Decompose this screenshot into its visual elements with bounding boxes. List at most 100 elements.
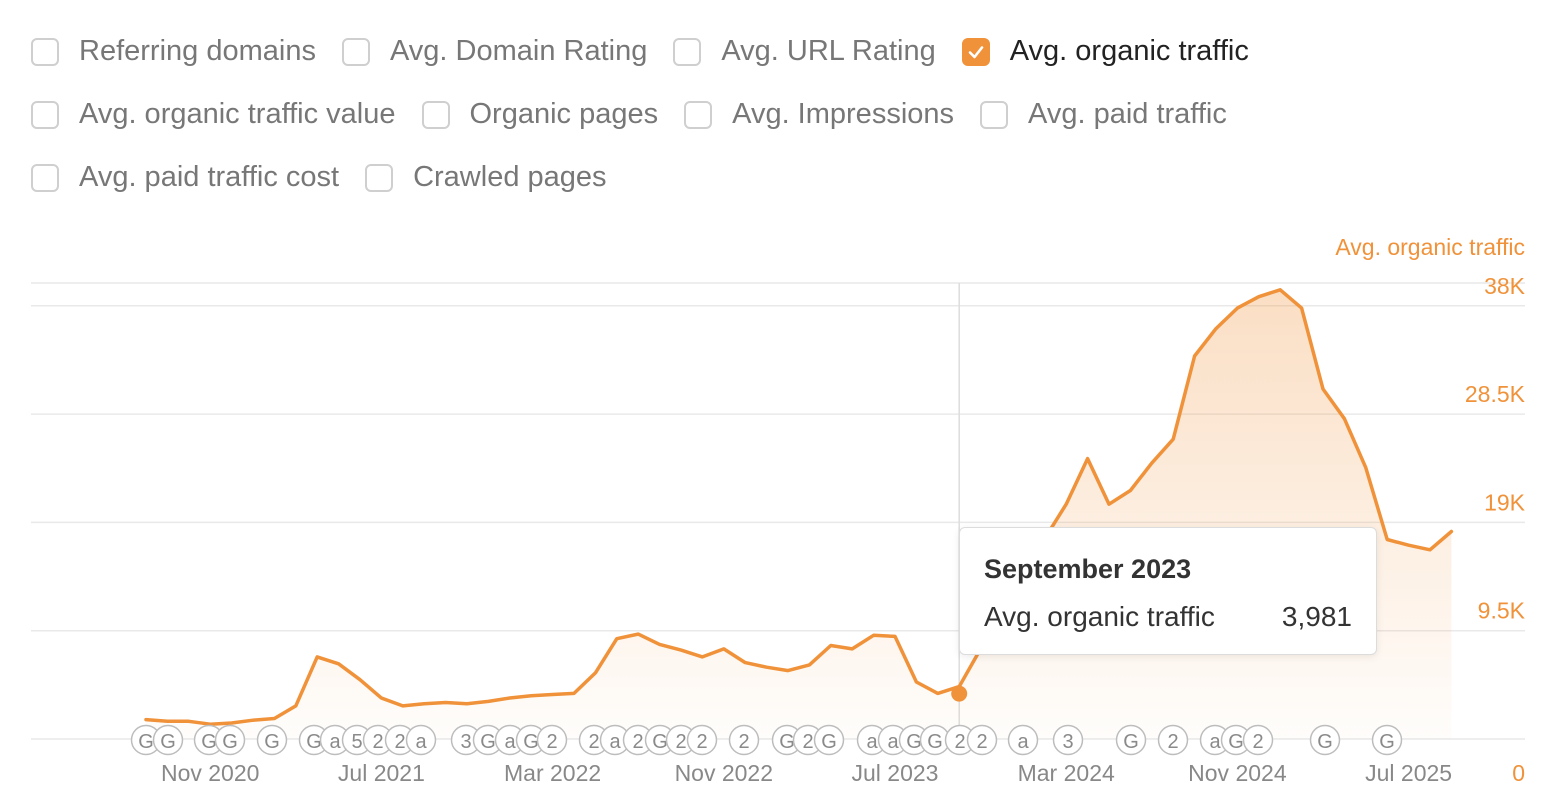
legend-item-avg-url-rating[interactable]: Avg. URL Rating [673, 35, 936, 68]
highlighted-data-point[interactable] [951, 685, 968, 702]
checkbox-unchecked-icon[interactable] [341, 37, 370, 66]
legend-item-avg-paid-traffic-cost[interactable]: Avg. paid traffic cost [31, 161, 339, 194]
data-point[interactable] [677, 646, 685, 654]
event-annotation-badge[interactable]: G [214, 724, 246, 756]
data-point[interactable] [570, 689, 578, 697]
event-annotation-badge[interactable]: a [856, 724, 888, 756]
data-point[interactable] [1340, 415, 1348, 423]
data-point[interactable] [848, 645, 856, 653]
data-point[interactable] [698, 653, 706, 661]
event-annotation-badge[interactable]: 3 [1052, 724, 1084, 756]
data-point[interactable] [1105, 500, 1113, 508]
data-point[interactable] [1405, 541, 1413, 549]
event-annotation-badge[interactable]: 2 [686, 724, 718, 756]
checkbox-unchecked-icon[interactable] [31, 100, 59, 129]
legend-item-avg-domain-rating[interactable]: Avg. Domain Rating [341, 35, 647, 68]
checkbox-unchecked-icon[interactable] [31, 37, 59, 66]
data-point[interactable] [506, 694, 514, 702]
data-point[interactable] [827, 642, 835, 650]
data-point[interactable] [1319, 385, 1327, 393]
data-point[interactable] [185, 717, 193, 725]
event-annotation-badge[interactable]: a [319, 724, 351, 756]
data-point[interactable] [634, 630, 642, 638]
data-point[interactable] [784, 667, 792, 675]
event-annotation-badge[interactable]: 2 [362, 724, 394, 756]
event-annotation-badge[interactable]: a [599, 724, 631, 756]
data-point[interactable] [442, 699, 450, 707]
data-point[interactable] [420, 700, 428, 708]
event-annotation-badge[interactable]: a [1007, 724, 1039, 756]
event-annotation-badge[interactable]: G [644, 724, 676, 756]
data-point[interactable] [1233, 304, 1241, 312]
event-annotation-badge[interactable]: G [256, 724, 288, 756]
data-point[interactable] [484, 697, 492, 705]
event-annotation-badge[interactable]: 2 [578, 724, 610, 756]
event-annotation-badge[interactable]: G [472, 724, 504, 756]
data-point[interactable] [1212, 325, 1220, 333]
event-annotation-badge[interactable]: 2 [966, 724, 998, 756]
data-point[interactable] [656, 640, 664, 648]
data-point[interactable] [720, 645, 728, 653]
checkbox-unchecked-icon[interactable] [421, 100, 450, 129]
data-point[interactable] [1191, 352, 1199, 360]
legend-item-organic-pages[interactable]: Organic pages [421, 98, 658, 131]
data-point[interactable] [1062, 500, 1070, 508]
checkbox-checked-icon[interactable] [961, 37, 990, 66]
data-point[interactable] [163, 717, 171, 725]
data-point[interactable] [549, 691, 557, 699]
data-point[interactable] [591, 669, 599, 677]
data-point[interactable] [1084, 455, 1092, 463]
data-point[interactable] [1447, 528, 1455, 536]
data-point[interactable] [399, 702, 407, 710]
event-annotation-badge[interactable]: a [405, 724, 437, 756]
event-annotation-badge[interactable]: G [898, 724, 930, 756]
event-annotation-badge[interactable]: 2 [384, 724, 416, 756]
event-annotation-badge[interactable]: 2 [728, 724, 760, 756]
checkbox-unchecked-icon[interactable] [365, 163, 394, 192]
event-annotation-badge[interactable]: G [1371, 724, 1403, 756]
data-point[interactable] [270, 714, 278, 722]
data-point[interactable] [1383, 536, 1391, 544]
data-point[interactable] [335, 660, 343, 668]
data-point[interactable] [249, 716, 257, 724]
legend-item-avg-paid-traffic[interactable]: Avg. paid traffic [980, 98, 1227, 131]
data-point[interactable] [1426, 546, 1434, 554]
event-annotation-badge[interactable]: 2 [1242, 724, 1274, 756]
data-point[interactable] [1276, 286, 1284, 294]
data-point[interactable] [527, 692, 535, 700]
data-point[interactable] [891, 632, 899, 640]
event-annotation-badge[interactable]: G [1115, 724, 1147, 756]
checkbox-unchecked-icon[interactable] [684, 100, 713, 129]
data-point[interactable] [1169, 435, 1177, 443]
event-annotation-badge[interactable]: 3 [450, 724, 482, 756]
data-point[interactable] [1126, 486, 1134, 494]
checkbox-unchecked-icon[interactable] [31, 163, 59, 192]
data-point[interactable] [912, 678, 920, 686]
data-point[interactable] [1362, 464, 1370, 472]
data-point[interactable] [1148, 459, 1156, 467]
legend-item-avg-organic-traffic-value[interactable]: Avg. organic traffic value [31, 98, 396, 131]
data-point[interactable] [313, 653, 321, 661]
data-point[interactable] [805, 661, 813, 669]
event-annotation-badge[interactable]: G [1309, 724, 1341, 756]
legend-item-crawled-pages[interactable]: Crawled pages [365, 161, 607, 194]
data-point[interactable] [292, 702, 300, 710]
event-annotation-badge[interactable]: 2 [622, 724, 654, 756]
data-point[interactable] [934, 689, 942, 697]
data-point[interactable] [613, 635, 621, 643]
data-point[interactable] [1255, 293, 1263, 301]
checkbox-unchecked-icon[interactable] [980, 100, 1009, 129]
data-point[interactable] [870, 631, 878, 639]
event-annotation-badge[interactable]: G [130, 724, 162, 756]
data-point[interactable] [741, 659, 749, 667]
checkbox-unchecked-icon[interactable] [673, 37, 702, 66]
event-annotation-badge[interactable]: G [813, 724, 845, 756]
legend-item-avg-impressions[interactable]: Avg. Impressions [684, 98, 954, 131]
data-point[interactable] [763, 663, 771, 671]
data-point[interactable] [356, 676, 364, 684]
legend-item-referring-domains[interactable]: Referring domains [31, 35, 316, 68]
data-point[interactable] [1298, 304, 1306, 312]
data-point[interactable] [142, 716, 150, 724]
event-annotation-badge[interactable]: a [1199, 724, 1231, 756]
